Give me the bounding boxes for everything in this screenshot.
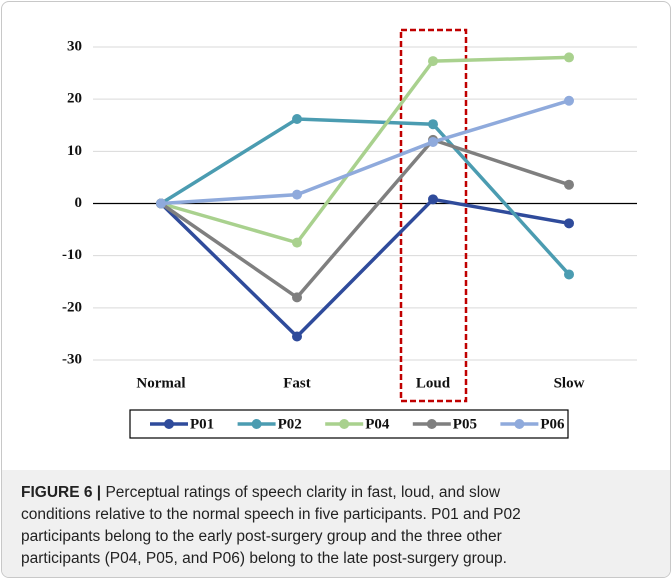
- data-point: [292, 237, 302, 248]
- y-tick-label: 10: [67, 143, 82, 159]
- y-tick-label: 30: [67, 38, 82, 54]
- y-tick-label: 20: [67, 91, 82, 107]
- series-line: [160, 117, 571, 276]
- legend-marker: [251, 419, 262, 429]
- x-tick-label: Loud: [416, 375, 451, 391]
- data-point: [292, 113, 302, 124]
- caption: FIGURE 6 | Perceptual ratings of speech …: [2, 470, 670, 577]
- legend-label: P05: [453, 416, 477, 432]
- legend-marker: [339, 419, 350, 429]
- legend-marker: [514, 419, 525, 429]
- highlight-box: [399, 28, 468, 403]
- y-tick-label: -30: [62, 351, 82, 367]
- caption-label: FIGURE 6 |: [21, 484, 102, 501]
- legend-label: P06: [540, 416, 565, 432]
- caption-line: FIGURE 6 | Perceptual ratings of speech …: [21, 482, 670, 504]
- legend-label: P01: [190, 416, 214, 432]
- series-line: [160, 137, 570, 300]
- data-point: [428, 136, 438, 147]
- data-point: [564, 218, 574, 229]
- caption-line: conditions relative to the normal speech…: [21, 506, 521, 523]
- data-point: [292, 189, 302, 200]
- data-point: [428, 56, 438, 67]
- legend-label: P04: [365, 416, 390, 432]
- y-tick-label: 0: [75, 195, 83, 211]
- legend-marker: [164, 419, 174, 429]
- x-tick-label: Normal: [136, 375, 185, 391]
- data-point: [564, 52, 574, 63]
- y-tick-label: -10: [62, 247, 82, 263]
- x-tick-label: Slow: [554, 375, 585, 391]
- data-point: [428, 119, 438, 130]
- data-point: [564, 179, 574, 190]
- chart: -30 -20 -10 0 10 20 30 Normal Fast Loud Slow P01 P02…: [62, 28, 637, 439]
- y-tick-label: -20: [62, 299, 82, 315]
- data-point: [564, 95, 574, 106]
- legend-label: P02: [278, 416, 302, 432]
- series-line: [160, 55, 570, 245]
- caption-text: Perceptual ratings of speech clarity in …: [105, 484, 501, 501]
- legend-marker: [426, 419, 437, 429]
- data-point: [156, 198, 166, 209]
- x-tick-label: Fast: [283, 375, 311, 391]
- data-point: [292, 292, 302, 303]
- caption-line: participants (P04, P05, and P06) belong …: [21, 550, 507, 567]
- series-line: [159, 197, 570, 339]
- series-line: [160, 99, 570, 206]
- caption-line: participants belong to the early post-su…: [21, 528, 502, 545]
- data-point: [292, 331, 302, 342]
- data-point: [564, 269, 574, 280]
- data-point: [428, 194, 438, 205]
